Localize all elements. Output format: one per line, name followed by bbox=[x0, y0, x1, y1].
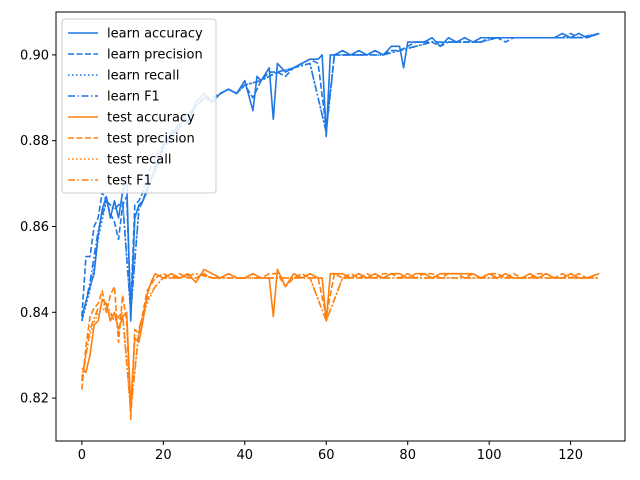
y-tick-label: 0.86 bbox=[20, 220, 49, 235]
legend-box bbox=[61, 18, 217, 194]
legend-label-learn-f1: learn F1 bbox=[107, 90, 160, 105]
x-tick-label: 100 bbox=[477, 448, 502, 463]
legend-label-test-recall: test recall bbox=[107, 153, 172, 168]
x-tick-label: 80 bbox=[399, 448, 416, 463]
x-tick-label: 120 bbox=[558, 448, 583, 463]
y-tick-label: 0.88 bbox=[20, 134, 49, 149]
y-tick-label: 0.82 bbox=[20, 392, 49, 407]
y-tick-label: 0.90 bbox=[20, 48, 49, 63]
x-tick-label: 20 bbox=[155, 448, 172, 463]
x-tick-label: 0 bbox=[78, 448, 86, 463]
legend-label-learn-recall: learn recall bbox=[107, 69, 179, 84]
legend-label-test-accuracy: test accuracy bbox=[107, 111, 195, 126]
x-axis: 0 20 40 60 80 100 120 bbox=[78, 441, 583, 463]
legend-label-test-precision: test precision bbox=[107, 132, 195, 147]
series-line-learn-precision bbox=[81, 32, 600, 317]
legend-label-learn-accuracy: learn accuracy bbox=[107, 27, 203, 42]
x-tick-label: 60 bbox=[318, 448, 335, 463]
legend-label-learn-precision: learn precision bbox=[107, 48, 203, 63]
series-layer bbox=[81, 32, 600, 421]
legend: learn accuracy learn precision learn recal… bbox=[61, 18, 217, 194]
x-tick-label: 40 bbox=[237, 448, 254, 463]
legend-label-test-f1: test F1 bbox=[107, 174, 152, 189]
series-line-learn-f1 bbox=[81, 32, 600, 322]
y-axis: 0.82 0.84 0.86 0.88 0.90 bbox=[20, 48, 56, 407]
y-tick-label: 0.84 bbox=[20, 306, 49, 321]
